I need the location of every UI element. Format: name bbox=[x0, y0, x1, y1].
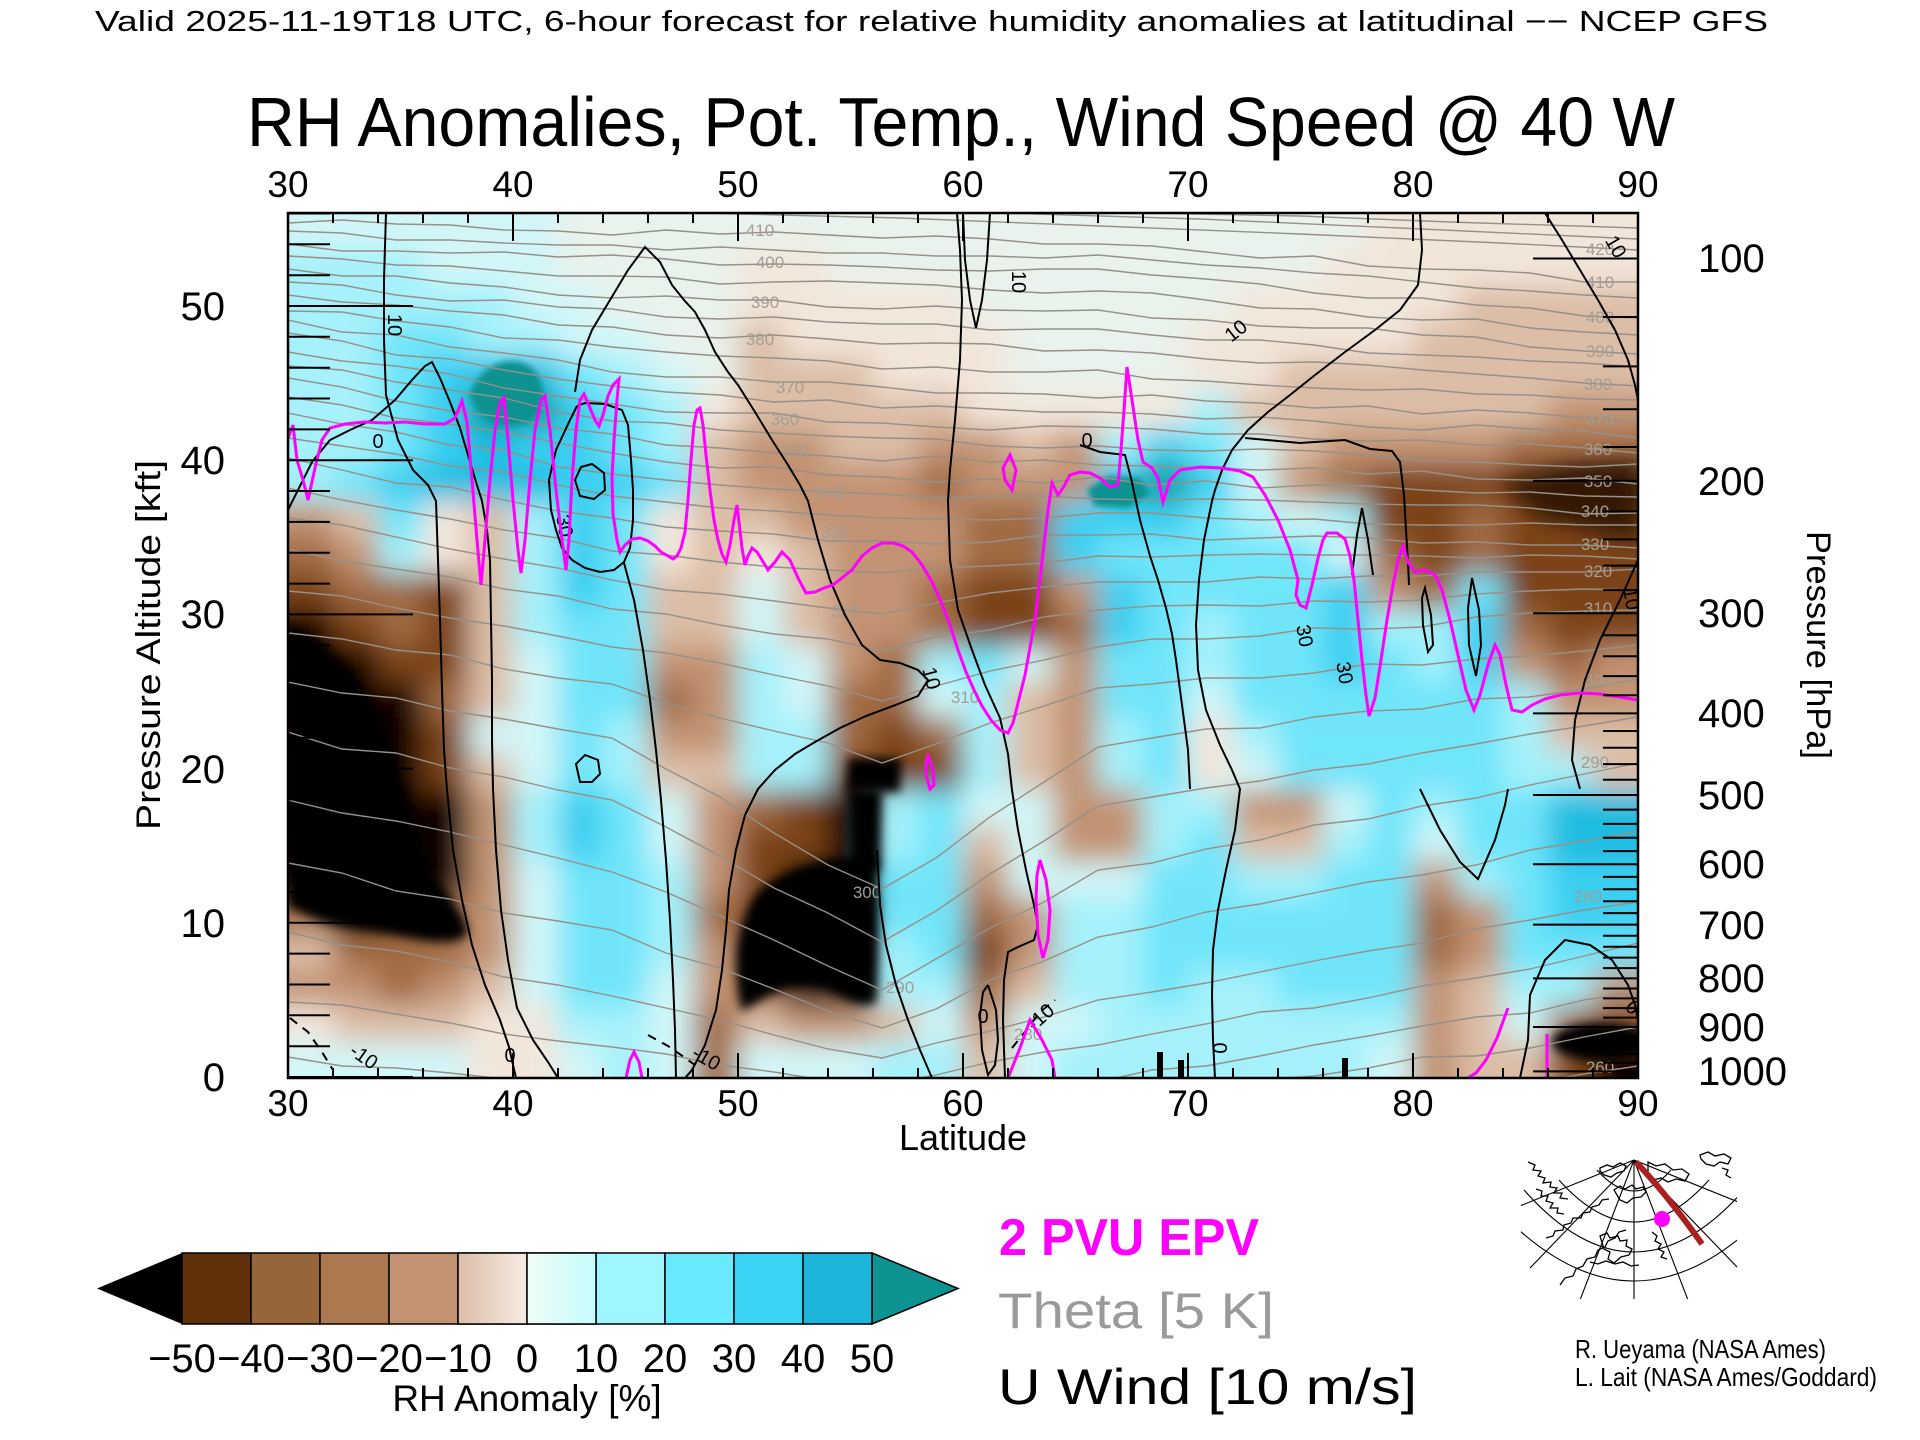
svg-text:10: 10 bbox=[383, 314, 405, 336]
svg-text:30: 30 bbox=[267, 1083, 308, 1124]
svg-text:0: 0 bbox=[1081, 430, 1092, 452]
svg-text:410: 410 bbox=[746, 221, 774, 240]
svg-text:500: 500 bbox=[1698, 774, 1765, 818]
svg-text:70: 70 bbox=[1167, 164, 1208, 205]
svg-text:350: 350 bbox=[781, 442, 809, 461]
svg-text:310: 310 bbox=[951, 688, 979, 707]
svg-text:10: 10 bbox=[574, 1337, 619, 1381]
svg-text:30: 30 bbox=[267, 164, 308, 205]
svg-text:90: 90 bbox=[1617, 1083, 1658, 1124]
svg-text:290: 290 bbox=[1581, 753, 1609, 772]
svg-text:340: 340 bbox=[1581, 502, 1609, 521]
svg-text:R. Ueyama (NASA Ames): R. Ueyama (NASA Ames) bbox=[1575, 1334, 1826, 1364]
svg-text:320: 320 bbox=[831, 602, 859, 621]
svg-text:50: 50 bbox=[717, 1083, 758, 1124]
svg-text:200: 200 bbox=[1698, 460, 1765, 504]
svg-text:100: 100 bbox=[1698, 237, 1765, 281]
svg-text:30: 30 bbox=[712, 1337, 757, 1381]
svg-text:70: 70 bbox=[1167, 1083, 1208, 1124]
svg-text:RH Anomaly [%]: RH Anomaly [%] bbox=[392, 1378, 661, 1419]
svg-text:390: 390 bbox=[751, 293, 779, 312]
svg-text:20: 20 bbox=[181, 748, 226, 792]
svg-text:0: 0 bbox=[504, 1045, 515, 1067]
svg-text:900: 900 bbox=[1698, 1006, 1765, 1050]
svg-text:330: 330 bbox=[1581, 535, 1609, 554]
svg-text:−50: −50 bbox=[148, 1337, 216, 1381]
svg-text:20: 20 bbox=[643, 1337, 688, 1381]
svg-text:−20: −20 bbox=[355, 1337, 423, 1381]
svg-text:1000: 1000 bbox=[1698, 1050, 1787, 1094]
svg-text:−40: −40 bbox=[217, 1337, 285, 1381]
svg-text:370: 370 bbox=[1586, 410, 1614, 429]
svg-text:50: 50 bbox=[717, 164, 758, 205]
svg-text:260: 260 bbox=[1586, 1058, 1614, 1077]
svg-text:80: 80 bbox=[1392, 164, 1433, 205]
svg-text:300: 300 bbox=[853, 883, 881, 902]
svg-text:30: 30 bbox=[181, 593, 226, 637]
svg-text:400: 400 bbox=[1586, 308, 1614, 327]
svg-text:290: 290 bbox=[886, 978, 914, 997]
svg-text:60: 60 bbox=[942, 1083, 983, 1124]
svg-text:30: 30 bbox=[551, 513, 577, 539]
svg-text:10: 10 bbox=[1618, 586, 1644, 612]
svg-text:30: 30 bbox=[1331, 660, 1357, 686]
svg-text:Pressure Altitude [kft]: Pressure Altitude [kft] bbox=[130, 460, 168, 830]
svg-text:80: 80 bbox=[1392, 1083, 1433, 1124]
svg-text:50: 50 bbox=[850, 1337, 895, 1381]
svg-text:Pressure [hPa]: Pressure [hPa] bbox=[1799, 531, 1837, 759]
svg-text:600: 600 bbox=[1698, 843, 1765, 887]
svg-text:330: 330 bbox=[821, 523, 849, 542]
svg-text:40: 40 bbox=[492, 164, 533, 205]
svg-text:40: 40 bbox=[781, 1337, 826, 1381]
svg-text:0: 0 bbox=[516, 1337, 538, 1381]
svg-text:L. Lait (NASA Ames/Goddard): L. Lait (NASA Ames/Goddard) bbox=[1575, 1362, 1877, 1392]
svg-text:−30: −30 bbox=[286, 1337, 354, 1381]
svg-text:Valid 2025-11-19T18 UTC, 6-hou: Valid 2025-11-19T18 UTC, 6-hour forecast… bbox=[95, 6, 1768, 38]
svg-text:320: 320 bbox=[1584, 562, 1612, 581]
svg-text:50: 50 bbox=[181, 285, 226, 329]
svg-text:310: 310 bbox=[1584, 599, 1612, 618]
svg-text:60: 60 bbox=[942, 164, 983, 205]
svg-text:0: 0 bbox=[203, 1056, 225, 1100]
svg-text:360: 360 bbox=[771, 410, 799, 429]
svg-text:420: 420 bbox=[1586, 240, 1614, 259]
svg-text:390: 390 bbox=[1586, 342, 1614, 361]
svg-text:40: 40 bbox=[492, 1083, 533, 1124]
svg-text:340: 340 bbox=[816, 483, 844, 502]
svg-text:380: 380 bbox=[746, 330, 774, 349]
svg-text:400: 400 bbox=[1698, 692, 1765, 736]
svg-text:400: 400 bbox=[756, 253, 784, 272]
svg-text:300: 300 bbox=[1698, 592, 1765, 636]
svg-text:10: 10 bbox=[181, 902, 226, 946]
svg-text:360: 360 bbox=[1584, 440, 1612, 459]
svg-text:RH Anomalies, Pot. Temp., Wind: RH Anomalies, Pot. Temp., Wind Speed @ 4… bbox=[247, 83, 1675, 161]
svg-text:380: 380 bbox=[1584, 375, 1612, 394]
svg-text:40: 40 bbox=[181, 439, 226, 483]
svg-text:30: 30 bbox=[1291, 623, 1317, 649]
svg-text:700: 700 bbox=[1698, 904, 1765, 948]
svg-text:0: 0 bbox=[977, 1006, 988, 1028]
svg-text:90: 90 bbox=[1617, 164, 1658, 205]
svg-text:280: 280 bbox=[1574, 887, 1602, 906]
svg-text:0: 0 bbox=[372, 431, 383, 453]
svg-text:410: 410 bbox=[1586, 273, 1614, 292]
svg-text:370: 370 bbox=[776, 378, 804, 397]
svg-text:2 PVU EPV: 2 PVU EPV bbox=[999, 1209, 1259, 1267]
svg-text:10: 10 bbox=[1007, 271, 1029, 293]
svg-text:−10: −10 bbox=[424, 1337, 492, 1381]
svg-text:0: 0 bbox=[1208, 1042, 1230, 1053]
svg-text:Latitude: Latitude bbox=[899, 1117, 1027, 1158]
svg-text:800: 800 bbox=[1698, 957, 1765, 1001]
svg-text:U Wind [10 m/s]: U Wind [10 m/s] bbox=[998, 1359, 1417, 1415]
svg-text:Theta [5 K]: Theta [5 K] bbox=[998, 1283, 1274, 1339]
